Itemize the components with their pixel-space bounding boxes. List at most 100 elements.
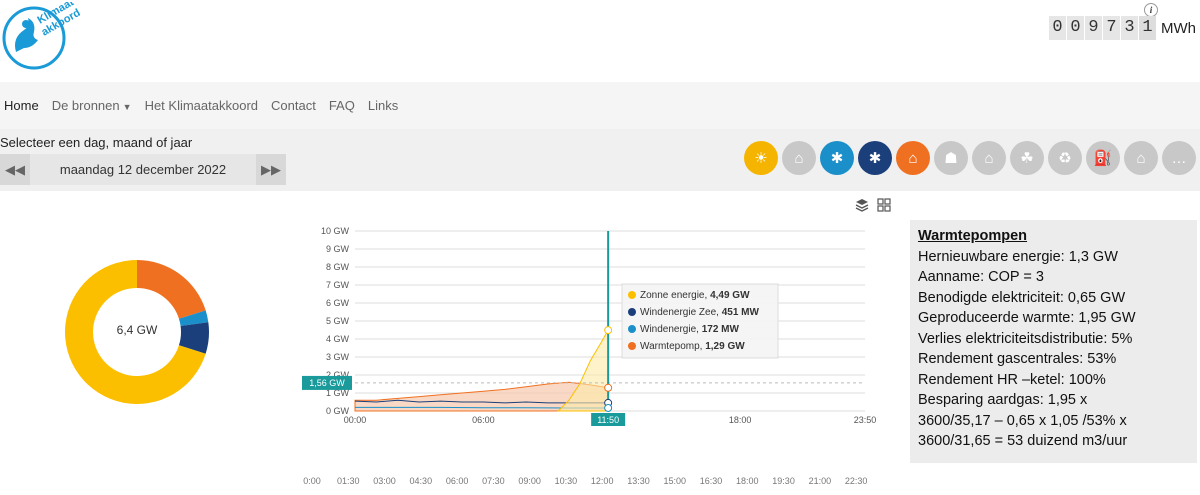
nav-contact[interactable]: Contact (271, 98, 316, 113)
counter-unit: MWh (1161, 19, 1196, 37)
date-select-label: Selecteer een dag, maand of jaar (0, 135, 193, 150)
waste-icon[interactable]: ♻ (1048, 141, 1082, 175)
home-icon[interactable]: ⌂ (1124, 141, 1158, 175)
navigator-tick-label: 21:00 (809, 476, 832, 486)
rewind-icon[interactable]: ◀◀ (0, 154, 30, 185)
layers-icon[interactable] (855, 198, 869, 212)
note-line: Aanname: COP = 3 (918, 269, 1044, 285)
navigator-tick-label: 04:30 (410, 476, 433, 486)
main-content: 6,4 GW 10 GW 9 GW 8 GW 7 GW 6 GW 5 GW 4 GW 3 GW… (0, 191, 1200, 495)
x-tick-label: 18:00 (729, 415, 752, 425)
y-tick-label: 7 GW (326, 280, 350, 290)
power-plant-icon[interactable]: ☗ (934, 141, 968, 175)
wind-turbine-icon[interactable]: ✱ (820, 141, 854, 175)
navigator-tick-label: 19:30 (772, 476, 795, 486)
grid-icon[interactable] (877, 198, 891, 212)
house-flame-icon[interactable]: ⌂ (972, 141, 1006, 175)
chart-tooltip (621, 283, 779, 359)
y-tick-label: 4 GW (326, 334, 350, 344)
cursor-value-badge (302, 375, 352, 390)
counter-digit: 7 (1103, 16, 1120, 40)
tooltip-entry: Windenergie, 172 MW (640, 324, 739, 335)
x-tick-label: 06:00 (472, 415, 495, 425)
note-line: Benodigde elektriciteit: 0,65 GW (918, 289, 1126, 306)
date-picker: ◀◀ maandag 12 december 2022 ▶▶ (0, 154, 286, 185)
klimaatakkoord-logo[interactable]: Klimaat- akkoord (0, 2, 80, 72)
y-tick-label: 8 GW (326, 262, 350, 272)
cursor-time-badge (591, 413, 626, 426)
counter-digit: 3 (1121, 16, 1138, 40)
y-tick-label: 0 GW (326, 406, 350, 416)
info-icon[interactable]: i (1144, 3, 1158, 17)
nav-klimaatakkoord[interactable]: Het Klimaatakkoord (144, 98, 259, 113)
navigator-tick-label: 06:00 (446, 476, 469, 486)
cursor-point (604, 326, 613, 335)
note-line: Rendement gascentrales: 53% (918, 351, 1117, 367)
cursor-time-label: 11:50 (597, 415, 619, 425)
nav-home[interactable]: Home (4, 98, 39, 113)
donut-chart[interactable] (64, 259, 210, 405)
biomass-icon[interactable]: ☘ (1010, 141, 1044, 175)
navigator-tick-label: 0:00 (303, 476, 321, 486)
tooltip-marker (628, 325, 636, 333)
fast-forward-icon[interactable]: ▶▶ (256, 154, 286, 185)
tooltip-entry: Zonne energie, 4,49 GW (640, 290, 750, 301)
caret-down-icon: ▼ (122, 102, 132, 112)
more-icon[interactable]: … (1162, 141, 1196, 175)
counter-digit: 0 (1049, 16, 1066, 40)
navigator-tick-label: 13:30 (627, 476, 650, 486)
view-toggles (847, 198, 891, 212)
y-tick-label: 1 GW (326, 388, 350, 398)
navigator-tick-label: 07:30 (482, 476, 505, 486)
donut-center-label: 6,4 GW (116, 323, 158, 337)
note-line: Rendement HR –ketel: 100% (918, 371, 1106, 388)
donut-segment[interactable] (178, 310, 209, 327)
main-nav: Home De bronnen ▼ Het Klimaatakkoord Cont… (0, 82, 1200, 129)
cursor-point (604, 383, 613, 392)
energy-counter: 0 0 9 7 3 1 MWh (1049, 16, 1196, 40)
navigator-tick-label: 15:00 (663, 476, 686, 486)
note-line: 3600/31,65 = 53 duizend m3/uur (918, 433, 1128, 449)
header: Klimaat- akkoord i 0 0 9 7 3 1 MWh (0, 0, 1200, 82)
y-tick-label: 5 GW (326, 316, 350, 326)
note-line: 3600/35,17 – 0,65 x 1,05 /53% x (918, 412, 1127, 429)
note-line: Besparing aardgas: 1,95 x (918, 392, 1088, 408)
y-tick-label: 9 GW (326, 244, 350, 254)
y-tick-label: 2 GW (326, 370, 350, 380)
date-toolbar: Selecteer een dag, maand of jaar ◀◀ maan… (0, 129, 1200, 191)
fuel-pump-icon[interactable]: ⛽ (1086, 141, 1120, 175)
donut-segment[interactable] (178, 322, 209, 354)
power-timeline-chart[interactable]: 10 GW 9 GW 8 GW 7 GW 6 GW 5 GW 4 GW 3 GW 2 GW 1 G… (300, 226, 885, 491)
factory-icon[interactable]: ⌂ (782, 141, 816, 175)
counter-digit: 0 (1067, 16, 1084, 40)
note-line: Verlies elektriciteitsdistributie: 5% (918, 330, 1133, 347)
nav-links[interactable]: Links (367, 98, 399, 113)
navigator-tick-label: 16:30 (700, 476, 723, 486)
nav-de-bronnen[interactable]: De bronnen ▼ (52, 98, 132, 113)
note-line: Hernieuwbare energie: 1,3 GW (918, 248, 1118, 265)
tooltip-marker (628, 308, 636, 316)
navigator-tick-label: 12:00 (591, 476, 614, 486)
navigator-tick-label: 18:00 (736, 476, 759, 486)
y-tick-label: 10 GW (321, 226, 350, 236)
note-title: Warmtepompen (918, 228, 1028, 244)
nav-de-bronnen-label: De bronnen (51, 98, 120, 113)
y-tick-label: 3 GW (326, 352, 350, 362)
cursor-value-label: 1,56 GW (309, 378, 345, 388)
cursor-point (604, 403, 613, 412)
note-line: Geproduceerde warmte: 1,95 GW (918, 310, 1136, 326)
navigator-tick-label: 03:00 (373, 476, 396, 486)
date-display[interactable]: maandag 12 december 2022 (30, 154, 256, 185)
sun-icon[interactable]: ☀ (744, 141, 778, 175)
tooltip-entry: Windenergie Zee, 451 MW (640, 307, 760, 318)
tooltip-entry: Warmtepomp, 1,29 GW (640, 341, 745, 352)
counter-digit-rolling: 1 (1139, 16, 1156, 40)
y-tick-label: 6 GW (326, 298, 350, 308)
donut-segment[interactable] (65, 260, 206, 404)
tooltip-marker (628, 291, 636, 299)
donut-segment[interactable] (137, 260, 206, 319)
offshore-wind-icon[interactable]: ✱ (858, 141, 892, 175)
nav-faq[interactable]: FAQ (328, 98, 355, 113)
tooltip-marker (628, 342, 636, 350)
heat-pump-icon[interactable]: ⌂ (896, 141, 930, 175)
